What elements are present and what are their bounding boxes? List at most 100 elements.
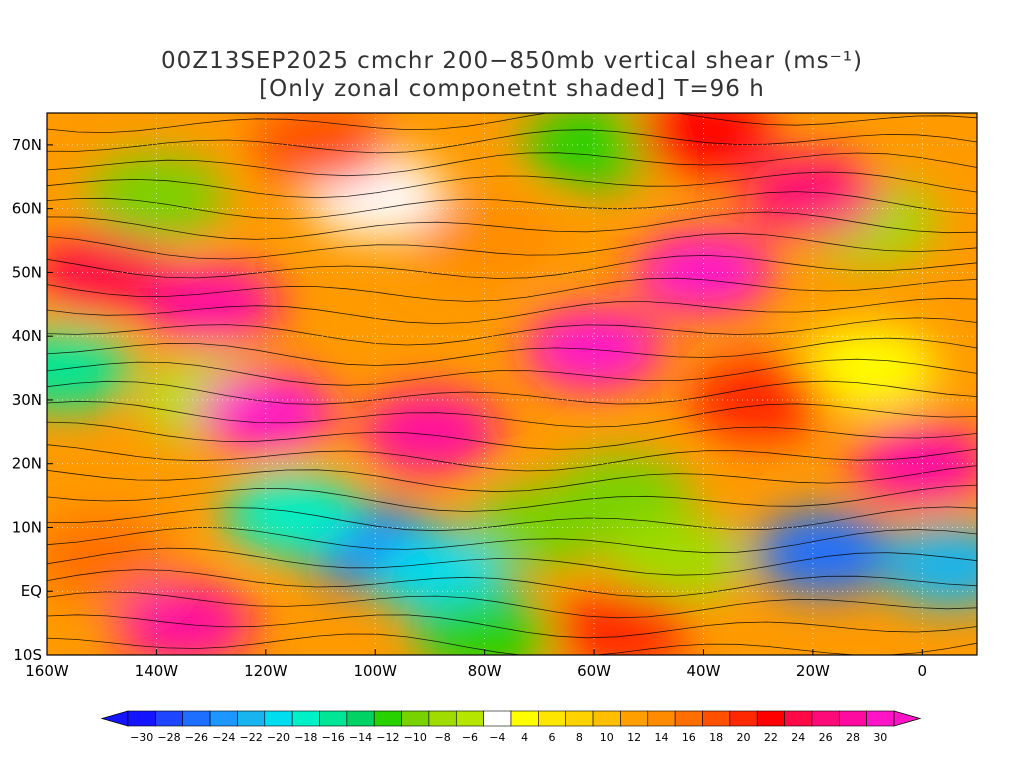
colorbar-label: −6 [462, 731, 478, 744]
streamline [47, 337, 977, 366]
shear-region [742, 153, 883, 238]
colorbar-swatch [209, 710, 238, 727]
grid-lines [47, 113, 977, 655]
streamline [47, 254, 977, 279]
streamline [47, 614, 977, 639]
colorbar-swatch [620, 710, 649, 727]
shear-region [753, 510, 894, 595]
colorbar-label: 4 [521, 731, 528, 744]
colorbar-label: 24 [791, 731, 805, 744]
colorbar-high-arrow [893, 710, 922, 727]
lat-label: 60N [12, 200, 42, 218]
colorbar-label: 28 [846, 731, 860, 744]
plot-frame [46, 112, 978, 656]
colorbar-label: 10 [600, 731, 614, 744]
streamline [47, 152, 977, 177]
colorbar-label: 20 [737, 731, 751, 744]
colorbar-swatch [811, 710, 840, 727]
streamline [47, 506, 977, 532]
colorbar-swatch [510, 710, 539, 727]
colorbar-label: −22 [239, 731, 262, 744]
colorbar-swatch [866, 710, 895, 727]
streamline [47, 129, 977, 154]
shear-region [414, 198, 555, 283]
colorbar-swatch [729, 710, 758, 727]
streamline [47, 211, 977, 240]
lon-label: 160W [25, 662, 69, 680]
colorbar-swatch [784, 710, 813, 727]
lon-label: 80W [468, 662, 502, 680]
colorbar-label: 30 [873, 731, 887, 744]
colorbar-swatch [674, 710, 703, 727]
colorbar-label: 22 [764, 731, 778, 744]
lon-label: 0 [918, 662, 928, 680]
colorbar-swatch [319, 710, 348, 727]
colorbar-swatch [127, 710, 156, 727]
colorbar-label: −26 [185, 731, 208, 744]
lon-label: 120W [244, 662, 288, 680]
shear-region [797, 326, 938, 411]
chart-title-line1: 00Z13SEP2025 cmchr 200−850mb vertical sh… [161, 48, 863, 74]
colorbar-label: 26 [819, 731, 833, 744]
streamline [47, 380, 977, 405]
colorbar-swatch [592, 710, 621, 727]
shear-region [113, 581, 254, 655]
streamlines-layer [47, 113, 977, 655]
shear-region [250, 113, 391, 187]
lon-label: 40W [687, 662, 721, 680]
streamline [47, 526, 977, 554]
streamline [47, 113, 977, 134]
colorbar-label: −28 [157, 731, 180, 744]
streamline [47, 232, 977, 260]
shear-region [633, 230, 774, 315]
colorbar-label: −20 [267, 731, 290, 744]
streamline [47, 277, 977, 302]
shear-region [551, 587, 692, 655]
streamline [47, 591, 977, 619]
colorbar-label: −18 [294, 731, 317, 744]
lon-label: 60W [577, 662, 611, 680]
colorbar-low-arrow [100, 710, 129, 727]
colorbar-swatch [838, 710, 867, 727]
shear-region [223, 472, 364, 557]
colorbar-label: −24 [212, 731, 235, 744]
shear-region [47, 326, 134, 411]
colorbar-label: −14 [349, 731, 372, 744]
lat-label: 20N [12, 455, 42, 473]
colorbar-label: 18 [709, 731, 723, 744]
streamline [47, 633, 977, 655]
streamline [47, 297, 977, 325]
colorbar-label: 16 [682, 731, 696, 744]
streamline [47, 421, 977, 450]
shear-region [195, 370, 336, 455]
shear-region [524, 113, 665, 187]
streamline [47, 358, 977, 386]
colorbar-swatch [182, 710, 211, 727]
colorbar-label: −4 [489, 731, 505, 744]
colorbar-swatch [291, 710, 320, 727]
colorbar-label: 8 [576, 731, 583, 744]
colorbar-swatch [702, 710, 731, 727]
shear-region [606, 517, 747, 602]
colorbar-label: −8 [434, 731, 450, 744]
lat-label: EQ [21, 582, 42, 600]
colorbar-swatch [756, 710, 785, 727]
streamline [47, 465, 977, 493]
colorbar-swatch [264, 710, 293, 727]
colorbar-label: −16 [322, 731, 345, 744]
colorbar: −30 −28 −26 −24 −22 −20 −18 −16 −14 −12 −10 −8 −6 −4 4… [100, 710, 922, 744]
lon-label: 20W [796, 662, 830, 680]
map-plot-area [46, 112, 978, 656]
shear-region [688, 357, 829, 442]
colorbar-label: −30 [130, 731, 153, 744]
colorbar-swatch [565, 710, 594, 727]
colorbar-label: −10 [404, 731, 427, 744]
streamline [47, 444, 977, 472]
lon-label: 140W [135, 662, 179, 680]
colorbar-swatch [483, 710, 512, 727]
colorbar-swatch [155, 710, 184, 727]
colorbar-swatch [237, 710, 266, 727]
colorbar-swatch [346, 710, 375, 727]
shear-region [47, 230, 172, 315]
colorbar-label: 14 [654, 731, 668, 744]
